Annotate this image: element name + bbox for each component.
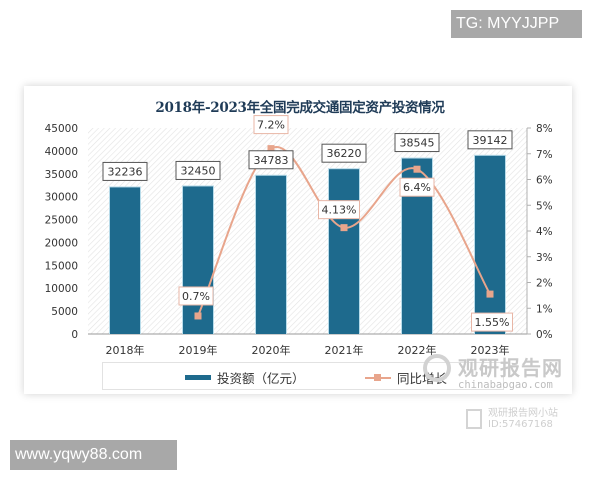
bar [475,155,505,334]
legend-item-investment: 投资额（亿元） [185,368,305,387]
bar-swatch-icon [185,375,211,380]
left-tick-label: 30000 [45,192,78,204]
bar [256,175,286,334]
legend-label: 投资额（亿元） [217,371,305,386]
brand-url: chinabaogao.com [458,379,553,391]
brand-name: 观研报告网 [458,356,563,380]
left-tick-label: 15000 [45,260,78,272]
line-marker [486,290,494,298]
right-tick-label: 3% [536,252,553,264]
bottom-left-tag: www.yqwy88.com [10,440,177,470]
bar-value-label: 39142 [473,134,508,147]
line-value-label: 0.7% [182,290,210,303]
right-tick-label: 7% [536,149,553,161]
line-value-box [178,286,214,306]
brand-logo-icon [423,354,451,382]
bar [110,187,140,334]
x-tick-label: 2022年 [398,343,437,357]
bar-value-label: 36220 [327,147,362,160]
left-axis: 0 5000 10000 15000 20000 25000 30000 35000 40000… [45,123,78,341]
line-marker [267,145,275,153]
line-marker [413,165,421,173]
bar-labels: 32236 32450 34783 36220 38545 39142 [102,130,513,181]
right-tick-label: 0% [536,329,553,341]
left-tick-label: 40000 [45,146,78,158]
bar-value-label: 38545 [400,137,435,150]
brand-watermark: 观研报告网 chinabaogao.com [423,352,563,391]
line-value-box [253,115,289,135]
left-tick-label: 45000 [45,123,78,135]
line-value-box [399,177,435,197]
bar-value-box [321,143,367,163]
bar-value-box [248,150,294,170]
miniprogram-watermark: 观研报告网小站 ID:57467168 [466,408,558,430]
bar-value-box [175,160,221,180]
left-tick-label: 25000 [45,215,78,227]
right-tick-label: 1% [536,303,553,315]
x-tick-label: 2018年 [106,343,145,357]
left-tick-label: 5000 [51,306,78,318]
miniprogram-name: 观研报告网小站 [488,408,558,419]
bar-value-box [394,133,440,153]
right-tick-label: 8% [536,123,553,135]
right-tick-label: 4% [536,226,553,238]
left-tick-label: 20000 [45,237,78,249]
bar [183,186,213,334]
right-tick-label: 2% [536,278,553,290]
x-tick-label: 2021年 [325,343,364,357]
bar-value-label: 32450 [181,164,216,177]
line-labels: 0.7% 7.2% 4.13% 6.4% 1.55% [178,115,513,332]
left-tick-label: 0 [71,329,78,341]
right-axis: 0% 1% 2% 3% 4% 5% 6% 7% 8% [527,123,553,341]
x-tick-label: 2023年 [471,343,510,357]
top-right-tag: TG: MYYJJPP [451,10,582,38]
x-axis-labels: 2018年 2019年 2020年 2021年 2022年 2023年 [106,343,510,357]
line-value-box [471,312,513,332]
line-value-label: 1.55% [475,316,510,329]
miniprogram-id: ID:57467168 [488,419,553,430]
line-value-box [318,200,360,220]
miniprogram-logo-icon [466,409,482,429]
chart-title: 2018年-2023年全国完成交通固定资产投资情况 [155,100,445,116]
bar [329,169,359,334]
line-value-label: 7.2% [257,119,285,132]
line-marker [340,224,348,232]
plot-area-background [88,128,527,334]
x-tick-label: 2019年 [179,343,218,357]
line-value-label: 6.4% [403,181,431,194]
left-tick-label: 10000 [45,283,78,295]
x-tick-label: 2020年 [252,343,291,357]
line-marker [194,312,202,320]
bar-value-label: 34783 [254,154,289,167]
left-tick-label: 35000 [45,169,78,181]
bar-series [109,154,506,334]
bar-value-label: 32236 [108,165,143,178]
bar-value-box [102,161,148,181]
line-series [194,145,494,320]
line-marker-swatch-icon [365,373,391,381]
right-tick-label: 5% [536,200,553,212]
right-tick-label: 6% [536,175,553,187]
line-value-label: 4.13% [322,204,357,217]
bar-value-box [467,130,513,150]
